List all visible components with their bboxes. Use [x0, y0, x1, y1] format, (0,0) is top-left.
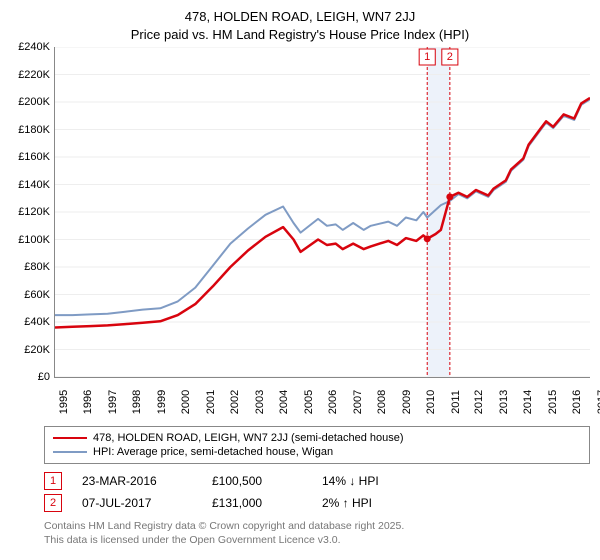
sale-price: £100,500	[212, 474, 302, 488]
sale-delta: 2% ↑ HPI	[322, 496, 432, 510]
svg-text:2: 2	[447, 51, 453, 63]
sale-marker-icon: 2	[44, 494, 62, 512]
sale-delta: 14% ↓ HPI	[322, 474, 432, 488]
chart-title: 478, HOLDEN ROAD, LEIGH, WN7 2JJ Price p…	[10, 8, 590, 43]
y-axis: £240K£220K£200K£180K£160K£140K£120K£100K…	[10, 47, 54, 377]
attribution-line-1: Contains HM Land Registry data © Crown c…	[44, 520, 590, 534]
x-tick-label: 2017	[586, 390, 600, 414]
svg-text:1: 1	[424, 51, 430, 63]
x-axis: 1995199619971998199920002001200220032004…	[54, 384, 590, 420]
attribution: Contains HM Land Registry data © Crown c…	[44, 520, 590, 547]
sales-row: 2 07-JUL-2017 £131,000 2% ↑ HPI	[44, 492, 590, 514]
legend-swatch	[53, 451, 87, 453]
legend-label: 478, HOLDEN ROAD, LEIGH, WN7 2JJ (semi-d…	[93, 432, 404, 444]
sale-price: £131,000	[212, 496, 302, 510]
sale-marker-icon: 1	[44, 472, 62, 490]
legend-label: HPI: Average price, semi-detached house,…	[93, 446, 333, 458]
sales-row: 1 23-MAR-2016 £100,500 14% ↓ HPI	[44, 470, 590, 492]
chart-plot-area: 12	[54, 47, 590, 378]
legend: 478, HOLDEN ROAD, LEIGH, WN7 2JJ (semi-d…	[44, 426, 590, 464]
sales-table: 1 23-MAR-2016 £100,500 14% ↓ HPI 2 07-JUL-201…	[44, 470, 590, 514]
sale-date: 07-JUL-2017	[82, 496, 192, 510]
legend-row: 478, HOLDEN ROAD, LEIGH, WN7 2JJ (semi-d…	[53, 431, 581, 445]
legend-row: HPI: Average price, semi-detached house,…	[53, 445, 581, 459]
attribution-line-2: This data is licensed under the Open Gov…	[44, 534, 590, 548]
title-line-2: Price paid vs. HM Land Registry's House …	[131, 27, 469, 42]
title-line-1: 478, HOLDEN ROAD, LEIGH, WN7 2JJ	[185, 9, 415, 24]
sale-date: 23-MAR-2016	[82, 474, 192, 488]
legend-swatch	[53, 437, 87, 439]
